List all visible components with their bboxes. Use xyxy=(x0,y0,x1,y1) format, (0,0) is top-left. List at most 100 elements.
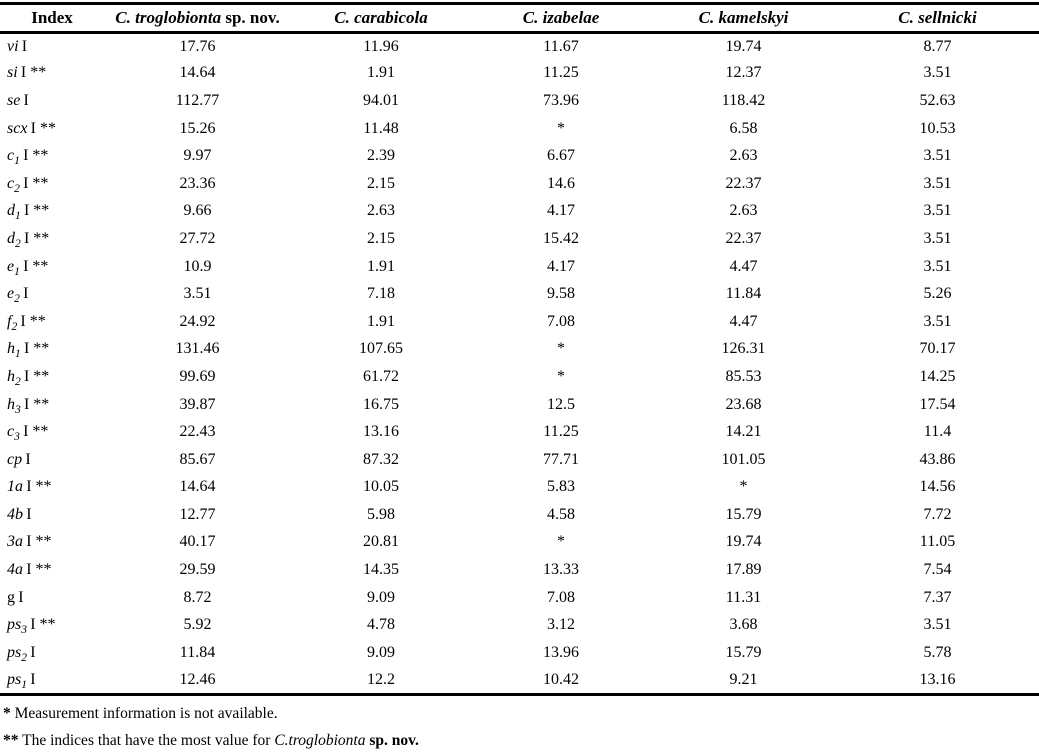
cell-value: 12.46 xyxy=(179,670,216,688)
table-body: vi I 17.76 11.96 11.67 19.74 8.77 si I ** 14.64… xyxy=(0,32,1039,694)
table-row: 3a I ** 40.17 20.81 * 19.74 11.05 xyxy=(0,529,1039,557)
row-index-label: cp I xyxy=(7,450,31,468)
cell-value: 2.63 xyxy=(729,202,758,220)
cell-value: 17.54 xyxy=(919,395,956,413)
cell-value: 9.09 xyxy=(367,588,395,606)
cell-value: 13.16 xyxy=(363,423,399,441)
column-header: Index xyxy=(31,7,73,27)
column-header: C. troglobionta sp. nov. xyxy=(115,7,280,27)
cell-value: 73.96 xyxy=(543,91,579,109)
footnote-indices-marker: ** xyxy=(3,731,19,749)
cell-value: 11.84 xyxy=(179,643,216,661)
cell-value: 40.17 xyxy=(179,533,216,551)
cell-value: 107.65 xyxy=(359,340,403,358)
table-row: c2 I ** 23.36 2.15 14.6 22.37 3.51 xyxy=(0,170,1039,198)
cell-value: 118.42 xyxy=(721,91,766,109)
column-header: C. carabicola xyxy=(334,7,428,27)
cell-value: 3.51 xyxy=(923,64,952,82)
highlight-stars: ** xyxy=(28,147,49,165)
cell-value: 29.59 xyxy=(179,561,216,579)
cell-value: 3.51 xyxy=(923,202,952,220)
table-row: c1 I ** 9.97 2.39 6.67 2.63 3.51 xyxy=(0,142,1039,170)
highlight-stars: ** xyxy=(29,229,50,247)
cell-value: 14.25 xyxy=(919,367,956,385)
cell-value: 14.56 xyxy=(919,478,956,496)
cell-value: 87.32 xyxy=(363,450,399,468)
table-row: d1 I ** 9.66 2.63 4.17 2.63 3.51 xyxy=(0,198,1039,226)
row-index-label: scx I ** xyxy=(7,119,56,137)
cell-value: 5.26 xyxy=(923,285,952,303)
comparison-table: Index C. troglobionta sp. nov. C. carabico… xyxy=(0,5,1039,696)
cell-value: 3.51 xyxy=(923,312,952,330)
cell-value: 19.74 xyxy=(725,37,762,55)
cell-value: 9.21 xyxy=(729,670,758,688)
table-row: 4b I 12.77 5.98 4.58 15.79 7.72 xyxy=(0,501,1039,529)
footnote-na: * Measurement information is not availab… xyxy=(3,705,1039,723)
row-index-label: e1 I ** xyxy=(7,257,49,278)
cell-value: 13.16 xyxy=(919,670,956,688)
cell-value: 3.12 xyxy=(547,616,575,634)
row-index-label: 1a I ** xyxy=(7,478,52,496)
table-row: ps2 I 11.84 9.09 13.96 15.79 5.78 xyxy=(0,639,1039,667)
cell-value: 12.2 xyxy=(367,670,395,688)
table-row: cp I 85.67 87.32 77.71 101.05 43.86 xyxy=(0,446,1039,474)
cell-value: 126.31 xyxy=(721,340,766,358)
cell-value: 52.63 xyxy=(919,91,956,109)
row-index-label: h2 I ** xyxy=(7,367,50,389)
cell-value: 5.92 xyxy=(183,616,212,634)
row-index-label: h1 I ** xyxy=(7,340,50,361)
cell-value: 2.15 xyxy=(367,229,395,247)
cell-value: 7.08 xyxy=(547,588,575,606)
header-row: Index C. troglobionta sp. nov. C. carabico… xyxy=(0,5,1039,32)
cell-value: 14.35 xyxy=(363,561,399,579)
cell-value: 15.42 xyxy=(543,229,579,247)
cell-value: 3.51 xyxy=(183,285,212,303)
cell-value: 22.43 xyxy=(179,423,216,441)
table-row: f2 I ** 24.92 1.91 7.08 4.47 3.51 xyxy=(0,308,1039,336)
cell-value: 14.64 xyxy=(179,478,216,496)
cell-value: 7.37 xyxy=(923,588,952,606)
cell-value: 11.4 xyxy=(923,423,952,441)
cell-value: 101.05 xyxy=(721,450,766,468)
cell-value: 12.77 xyxy=(179,505,216,523)
table-row: h1 I ** 131.46 107.65 * 126.31 70.17 xyxy=(0,336,1039,364)
highlight-stars: ** xyxy=(28,423,49,441)
cell-value: 2.39 xyxy=(367,147,395,165)
cell-value-na: * xyxy=(557,367,565,385)
cell-value: 10.9 xyxy=(183,257,212,275)
cell-value: 3.51 xyxy=(923,147,952,165)
table-row: 1a I ** 14.64 10.05 5.83 * 14.56 xyxy=(0,474,1039,502)
cell-value: 6.67 xyxy=(547,147,575,165)
cell-value-na: * xyxy=(557,533,565,551)
cell-value: 5.78 xyxy=(923,643,952,661)
cell-value: 11.25 xyxy=(543,64,579,82)
cell-value: 4.58 xyxy=(547,505,575,523)
row-index-label: ps3 I ** xyxy=(7,616,56,637)
cell-value: 11.48 xyxy=(363,119,399,137)
cell-value: 4.47 xyxy=(729,257,758,275)
table-row: se I 112.77 94.01 73.96 118.42 52.63 xyxy=(0,87,1039,115)
cell-value: 14.64 xyxy=(179,64,216,82)
cell-value: 10.05 xyxy=(363,478,399,496)
row-index-label: d2 I ** xyxy=(7,229,50,251)
footnote-indices-text: The indices that have the most value for xyxy=(18,731,275,749)
cell-value: 3.51 xyxy=(923,229,952,247)
cell-value: 99.69 xyxy=(179,367,216,385)
table-header: Index C. troglobionta sp. nov. C. carabico… xyxy=(0,5,1039,32)
row-index-label: ps1 I xyxy=(7,670,36,691)
row-index-label: 4a I ** xyxy=(7,561,52,579)
row-index-label: vi I xyxy=(7,37,28,55)
row-index-label: 4b I xyxy=(7,505,32,523)
column-header: C. izabelae xyxy=(522,7,600,27)
cell-value: 23.68 xyxy=(725,395,762,413)
cell-value: 11.84 xyxy=(725,285,762,303)
footnote-na-text: Measurement information is not available… xyxy=(10,704,278,722)
cell-value: 2.63 xyxy=(729,147,758,165)
cell-value: 7.08 xyxy=(547,312,575,330)
cell-value: 4.47 xyxy=(729,312,758,330)
cell-value: 19.74 xyxy=(725,533,762,551)
highlight-stars: ** xyxy=(29,367,50,385)
cell-value: 3.51 xyxy=(923,616,952,634)
row-index-label: g I xyxy=(7,588,24,606)
highlight-stars: ** xyxy=(29,395,50,413)
